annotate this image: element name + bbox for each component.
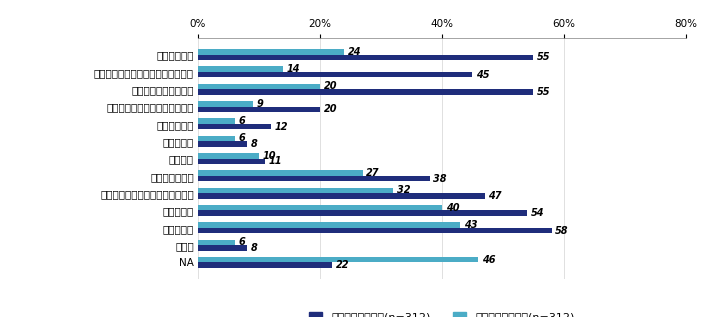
Bar (198, 262, 332, 268)
Text: 43: 43 (464, 220, 477, 230)
Text: 6: 6 (238, 133, 245, 143)
Bar (198, 228, 551, 233)
Bar (198, 240, 235, 245)
Text: 40: 40 (445, 203, 459, 213)
Text: 38: 38 (433, 174, 447, 184)
Bar (198, 136, 235, 141)
Text: 45: 45 (476, 70, 489, 80)
Bar (198, 170, 363, 176)
Text: 32: 32 (397, 185, 410, 195)
Bar (198, 107, 320, 112)
Text: 24: 24 (348, 47, 361, 57)
Bar (198, 245, 247, 251)
Bar (198, 101, 253, 107)
Text: 8: 8 (250, 139, 257, 149)
Bar (198, 118, 235, 124)
Bar (198, 210, 527, 216)
Bar (198, 49, 344, 55)
Text: 14: 14 (287, 64, 300, 74)
Bar (198, 188, 393, 193)
Bar (198, 153, 259, 158)
Text: 27: 27 (366, 168, 380, 178)
Text: 22: 22 (336, 260, 349, 270)
Text: 46: 46 (482, 255, 496, 265)
Bar (198, 66, 284, 72)
Text: 55: 55 (537, 87, 551, 97)
Text: 58: 58 (555, 226, 569, 236)
Bar (198, 158, 265, 164)
Text: 9: 9 (257, 99, 263, 109)
Bar (198, 193, 484, 199)
Bar (198, 72, 472, 77)
Bar (198, 84, 320, 89)
Bar (198, 55, 533, 60)
Bar (198, 222, 460, 228)
Text: 11: 11 (269, 156, 282, 166)
Text: 12: 12 (275, 122, 288, 132)
Legend: 事件から１年以内(n=312), 事件から１年以降(n=312): 事件から１年以内(n=312), 事件から１年以降(n=312) (305, 307, 579, 317)
Text: 6: 6 (238, 116, 245, 126)
Text: 55: 55 (537, 52, 551, 62)
Bar (198, 141, 247, 147)
Text: 10: 10 (262, 151, 276, 161)
Text: 54: 54 (531, 208, 544, 218)
Bar (198, 176, 430, 181)
Bar (198, 205, 442, 210)
Text: 20: 20 (324, 81, 337, 91)
Bar (198, 89, 533, 95)
Bar (198, 124, 271, 129)
Text: 6: 6 (238, 237, 245, 247)
Bar (198, 257, 479, 262)
Text: 47: 47 (489, 191, 502, 201)
Text: 20: 20 (324, 104, 337, 114)
Text: 8: 8 (250, 243, 257, 253)
